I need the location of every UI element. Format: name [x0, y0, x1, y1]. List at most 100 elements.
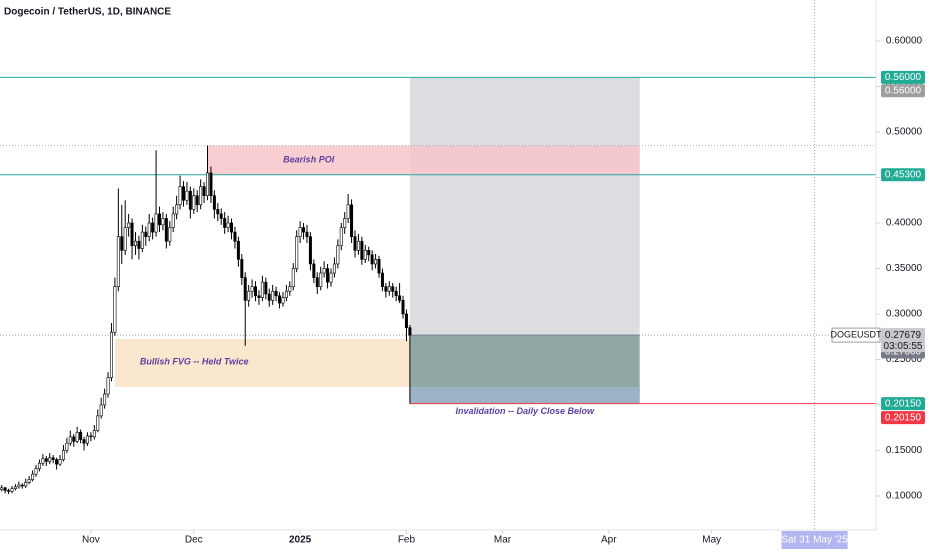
candle-body — [367, 250, 371, 256]
candle-body — [209, 172, 213, 197]
annotation: Invalidation -- Daily Close Below — [456, 406, 596, 416]
candle-body — [346, 204, 350, 219]
last-price-label: 0.27679 — [885, 330, 922, 341]
candle-body — [336, 245, 340, 265]
candle-body — [109, 331, 113, 378]
candle-body — [37, 462, 41, 469]
candle-body — [377, 259, 381, 274]
last-price-tag — [881, 328, 925, 353]
candle-body — [308, 236, 312, 265]
candle-body — [175, 204, 179, 215]
candle-body — [82, 439, 86, 444]
price-tag-label: 0.20150 — [885, 398, 922, 409]
zone — [114, 339, 410, 387]
x-tick-label: 2025 — [289, 535, 312, 546]
y-tick-label: 0.25000 — [886, 354, 923, 365]
candle-body — [20, 484, 24, 487]
candle-body — [195, 195, 199, 206]
price-tag — [881, 168, 925, 182]
candle-body — [75, 431, 79, 442]
annotation: Bearish POI — [283, 155, 335, 165]
price-tag — [881, 70, 925, 84]
countdown: 03:05:55 — [884, 341, 923, 352]
y-tick-label: 0.60000 — [886, 36, 923, 47]
candle-body — [44, 458, 48, 462]
candle-body — [284, 290, 288, 298]
candle-body — [34, 468, 38, 475]
candle-body — [133, 240, 137, 247]
candle-body — [89, 435, 93, 438]
candle-body — [391, 286, 395, 292]
x-tick-label: Feb — [398, 535, 416, 546]
candle-body — [154, 213, 158, 233]
candle-body — [48, 457, 52, 462]
candle-body — [120, 236, 124, 251]
candle-body — [408, 327, 412, 336]
candle-body — [202, 186, 206, 197]
candle-body — [51, 457, 55, 460]
candle-body — [188, 190, 192, 210]
y-tick-label: 0.30000 — [886, 309, 923, 320]
candle-body — [298, 227, 302, 237]
candle-body — [230, 222, 234, 233]
candle-body — [233, 231, 237, 242]
candle-body — [130, 222, 134, 247]
candle-body — [24, 482, 28, 487]
candle-body — [401, 300, 405, 315]
candle-body — [363, 250, 367, 260]
candle-body — [7, 490, 11, 492]
price-tag-label: 0.20150 — [885, 412, 922, 423]
candle-body — [103, 393, 107, 406]
symbol-label: DOGEUSDT — [830, 329, 882, 339]
candle-body — [96, 415, 100, 431]
symbol-tag — [831, 327, 881, 343]
candle-body — [168, 227, 172, 242]
annotation: Bullish FVG -- Held Twice — [140, 356, 249, 366]
candle-body — [374, 259, 378, 265]
candle-body — [13, 486, 17, 489]
candle-body — [319, 272, 323, 288]
candle-body — [295, 236, 299, 269]
candle-body — [164, 218, 168, 242]
candle-body — [254, 286, 258, 297]
price-tag — [881, 397, 925, 411]
candle-body — [380, 272, 384, 288]
candle-body — [72, 436, 76, 442]
candle-body — [137, 240, 141, 249]
candle-body — [140, 231, 144, 249]
candle-body — [178, 186, 182, 206]
crosshair-tag — [781, 531, 848, 549]
candle-body — [106, 377, 110, 395]
candle-body — [68, 436, 72, 444]
candle-body — [41, 458, 45, 464]
candle-body — [17, 484, 21, 488]
candle-body — [356, 240, 360, 251]
candle-body — [144, 231, 148, 237]
price-tag — [881, 411, 925, 425]
candle-body — [58, 459, 62, 465]
candle-body — [339, 227, 343, 247]
y-tick-label: 0.40000 — [886, 218, 923, 229]
price-tag-label: 0.56000 — [885, 72, 922, 83]
candle-body — [326, 268, 330, 283]
candle-body — [260, 281, 264, 298]
candle-body — [27, 479, 31, 483]
y-tick-label: 0.15000 — [886, 445, 923, 456]
y-tick-label: 0.10000 — [886, 491, 923, 502]
candle-body — [113, 286, 117, 333]
candle-body — [332, 263, 336, 274]
candle-body — [185, 190, 189, 201]
candle-body — [329, 272, 333, 283]
candles — [0, 145, 412, 495]
candle-body — [264, 281, 268, 295]
candle-body — [288, 286, 292, 292]
candle-body — [322, 268, 326, 274]
candle-body — [312, 263, 316, 278]
candle-body — [291, 268, 295, 288]
candle-body — [85, 435, 89, 444]
candle-body — [147, 222, 151, 237]
candle-body — [123, 227, 127, 251]
candle-body — [65, 442, 69, 451]
